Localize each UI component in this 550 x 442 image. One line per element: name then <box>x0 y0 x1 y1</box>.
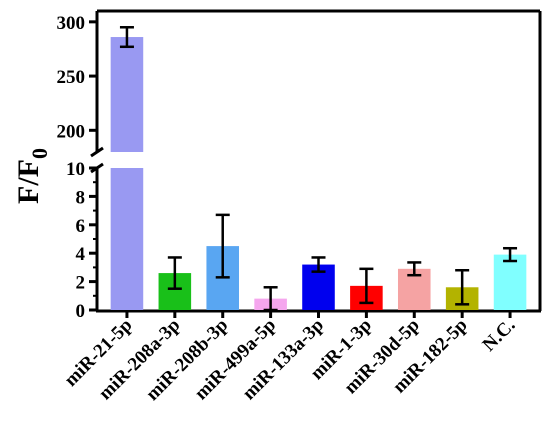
y-tick-label-upper-2: 300 <box>57 13 86 34</box>
chart-tick-labels: 0 2 4 6 8 10 200 250 300 <box>57 13 86 322</box>
y-tick-label-upper-0: 200 <box>57 121 86 142</box>
y-axis-title-main: F/F <box>12 159 45 204</box>
y-tick-label-lower-5: 10 <box>66 159 85 180</box>
chart-axes <box>89 9 542 318</box>
y-tick-label-lower-3: 6 <box>76 216 86 237</box>
y-tick-label-lower-0: 0 <box>76 301 86 322</box>
y-tick-label-lower-1: 2 <box>76 273 86 294</box>
chart-category-labels: miR-21-5pmiR-208a-3pmiR-208b-3pmiR-499a-… <box>60 315 519 405</box>
category-label-8: N.C. <box>479 315 520 356</box>
axis-break-mark-upper <box>90 146 104 158</box>
y-tick-label-lower-4: 8 <box>76 187 86 208</box>
y-tick-label-lower-2: 4 <box>76 244 86 265</box>
y-tick-label-upper-1: 250 <box>57 67 86 88</box>
bar-8 <box>493 254 527 310</box>
y-axis-title-subscript: 0 <box>27 148 52 159</box>
bar-0-upper <box>110 37 144 152</box>
y-axis-title: F/F0 <box>12 148 52 204</box>
chart-error-bars <box>119 26 518 312</box>
bar-0-lower <box>110 168 144 310</box>
